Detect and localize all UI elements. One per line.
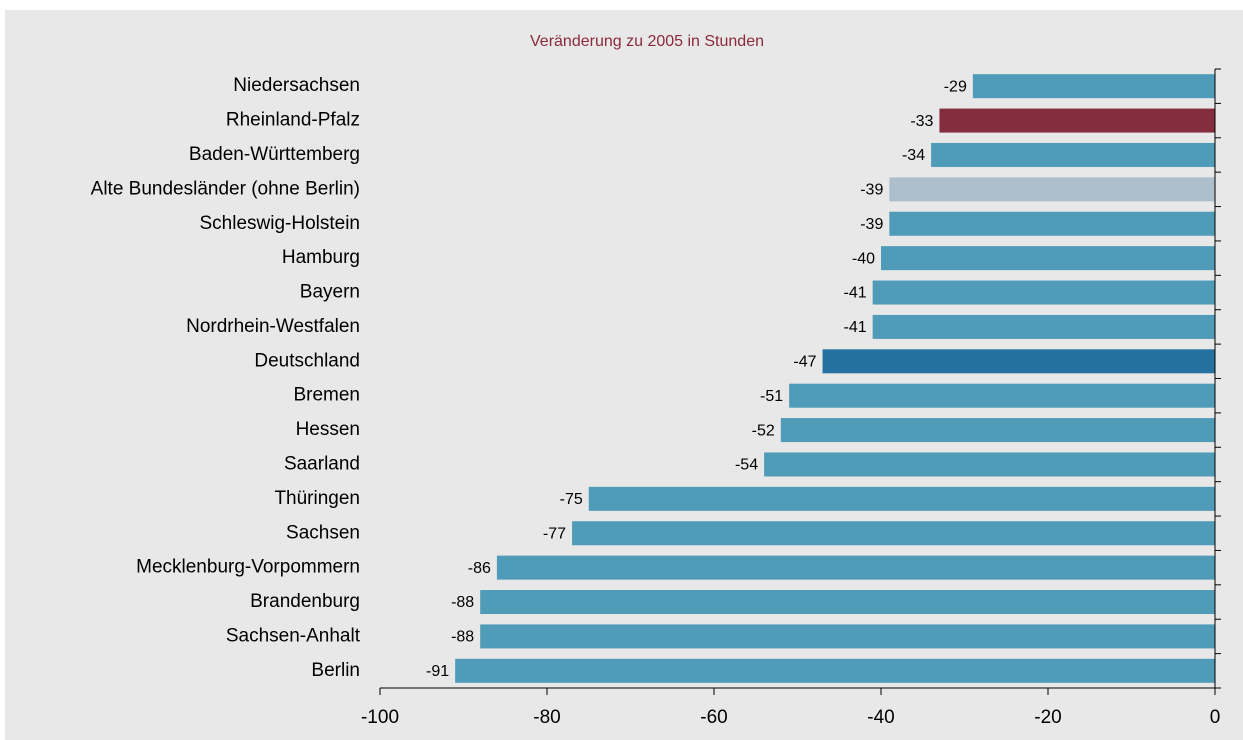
y-tick-label: Baden-Württemberg — [189, 144, 360, 165]
y-tick-label: Sachsen — [286, 522, 360, 543]
y-tick-label: Alte Bundesländer (ohne Berlin) — [91, 178, 360, 199]
y-tick-label: Schleswig-Holstein — [199, 213, 360, 234]
y-tick-label: Saarland — [284, 453, 360, 474]
x-tick-label: -100 — [361, 707, 399, 728]
x-tick-label: -80 — [533, 707, 560, 728]
y-tick-label: Deutschland — [254, 350, 360, 371]
y-tick-label: Hamburg — [282, 247, 360, 268]
value-label: -47 — [793, 354, 816, 371]
value-label: -91 — [426, 663, 449, 680]
x-tick-label: -20 — [1034, 707, 1061, 728]
value-label: -75 — [560, 491, 583, 508]
y-tick-label: Rheinland-Pfalz — [226, 110, 360, 131]
value-label: -41 — [844, 285, 867, 302]
bar — [588, 486, 1215, 511]
chart-title: Veränderung zu 2005 in Stunden — [530, 33, 764, 50]
value-label: -39 — [860, 216, 883, 233]
x-tick-label: -60 — [700, 707, 727, 728]
bar — [764, 452, 1215, 477]
bar — [789, 383, 1215, 408]
value-label: -41 — [844, 319, 867, 336]
bar — [572, 521, 1215, 546]
value-label: -29 — [944, 78, 967, 95]
bar — [480, 590, 1215, 615]
bar — [455, 658, 1215, 683]
value-label: -39 — [860, 182, 883, 199]
value-label: -34 — [902, 147, 925, 164]
value-label: -51 — [760, 388, 783, 405]
y-tick-label: Hessen — [296, 419, 360, 440]
y-tick-label: Bayern — [300, 282, 360, 303]
value-label: -88 — [451, 629, 474, 646]
bar — [931, 142, 1215, 167]
x-tick-label: -40 — [867, 707, 894, 728]
y-tick-label: Niedersachsen — [233, 75, 360, 96]
y-tick-label: Sachsen-Anhalt — [226, 625, 361, 646]
bar — [822, 349, 1215, 374]
bar — [780, 418, 1215, 443]
y-tick-label: Berlin — [311, 660, 360, 681]
bar — [872, 280, 1215, 305]
bar — [480, 624, 1215, 649]
value-label: -77 — [543, 525, 566, 542]
bar — [881, 246, 1215, 271]
value-label: -88 — [451, 594, 474, 611]
y-tick-label: Thüringen — [274, 488, 360, 509]
y-tick-label: Nordrhein-Westfalen — [186, 316, 360, 337]
x-tick-label: 0 — [1210, 707, 1221, 728]
value-label: -33 — [910, 113, 933, 130]
value-label: -54 — [735, 457, 758, 474]
bar — [889, 177, 1215, 202]
bar — [872, 314, 1215, 339]
value-label: -52 — [752, 422, 775, 439]
bar — [889, 211, 1215, 236]
y-tick-label: Brandenburg — [250, 591, 360, 612]
bar — [972, 74, 1215, 99]
y-tick-label: Bremen — [293, 385, 360, 406]
value-label: -86 — [468, 560, 491, 577]
bar — [939, 108, 1215, 133]
value-label: -40 — [852, 250, 875, 267]
y-tick-label: Mecklenburg-Vorpommern — [136, 557, 360, 578]
bar — [496, 555, 1215, 580]
